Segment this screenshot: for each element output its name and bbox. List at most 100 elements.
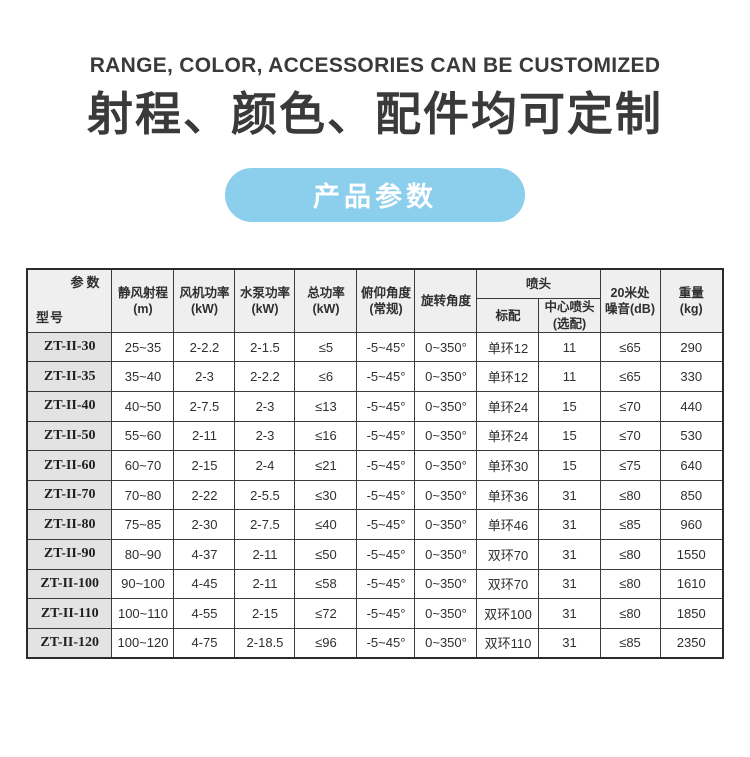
value-cell: 640 bbox=[659, 450, 724, 481]
col-header-total-power: 总功率 (kW) bbox=[294, 268, 358, 333]
value-cell: 0~350° bbox=[414, 598, 478, 629]
value-cell: 双环110 bbox=[476, 627, 540, 659]
value-cell: 2-18.5 bbox=[234, 627, 296, 659]
model-cell: ZT-II-30 bbox=[26, 331, 113, 363]
value-cell: ≤72 bbox=[294, 598, 358, 629]
value-cell: 2-3 bbox=[173, 361, 236, 393]
value-cell: 0~350° bbox=[414, 420, 478, 452]
model-cell: ZT-II-60 bbox=[26, 450, 113, 481]
value-cell: ≤40 bbox=[294, 509, 358, 541]
value-cell: ≤80 bbox=[599, 539, 661, 570]
value-cell: 11 bbox=[538, 361, 601, 393]
table-row: ZT-II-40 40~50 2-7.5 2-3 ≤13 -5~45° 0~350° 单环24… bbox=[26, 391, 724, 422]
value-cell: -5~45° bbox=[356, 539, 416, 570]
value-cell: 0~350° bbox=[414, 509, 478, 541]
value-cell: -5~45° bbox=[356, 509, 416, 541]
value-cell: ≤50 bbox=[294, 539, 358, 570]
value-cell: ≤80 bbox=[599, 568, 661, 600]
value-cell: 100~120 bbox=[111, 627, 175, 659]
value-cell: 31 bbox=[538, 568, 601, 600]
col-header-spray-center: 中心喷头 (选配) bbox=[538, 298, 601, 333]
product-params-badge[interactable]: 产品参数 bbox=[225, 167, 525, 222]
value-cell: 31 bbox=[538, 627, 601, 659]
value-cell: 55~60 bbox=[111, 420, 175, 452]
value-cell: 15 bbox=[538, 450, 601, 481]
col-header-range: 静风射程 (m) bbox=[111, 268, 175, 333]
value-cell: 1550 bbox=[659, 539, 724, 570]
value-cell: 2-15 bbox=[173, 450, 236, 481]
table-row: ZT-II-60 60~70 2-15 2-4 ≤21 -5~45° 0~350° 单环30 1… bbox=[26, 450, 724, 481]
value-cell: 1610 bbox=[659, 568, 724, 600]
value-cell: 0~350° bbox=[414, 391, 478, 422]
value-cell: 25~35 bbox=[111, 331, 175, 363]
value-cell: 440 bbox=[659, 391, 724, 422]
table-row: ZT-II-30 25~35 2-2.2 2-1.5 ≤5 -5~45° 0~350° 单环1… bbox=[26, 331, 724, 363]
value-cell: 90~100 bbox=[111, 568, 175, 600]
col-header-spray-group: 喷头 bbox=[476, 268, 601, 300]
table-row: ZT-II-100 90~100 4-45 2-11 ≤58 -5~45° 0~350° 双环… bbox=[26, 568, 724, 600]
value-cell: ≤85 bbox=[599, 627, 661, 659]
value-cell: ≤30 bbox=[294, 479, 358, 511]
subtitle-english: RANGE, COLOR, ACCESSORIES CAN BE CUSTOMI… bbox=[89, 54, 661, 77]
col-header-spray-standard: 标配 bbox=[476, 298, 540, 333]
value-cell: ≤65 bbox=[599, 331, 661, 363]
col-header-pitch-angle: 俯仰角度 (常规) bbox=[356, 268, 416, 333]
value-cell: ≤96 bbox=[294, 627, 358, 659]
value-cell: 0~350° bbox=[414, 568, 478, 600]
value-cell: ≤80 bbox=[599, 479, 661, 511]
value-cell: 4-75 bbox=[173, 627, 236, 659]
corner-label-params: 参数 bbox=[70, 274, 103, 290]
page: RANGE, COLOR, ACCESSORIES CAN BE CUSTOMI… bbox=[0, 54, 750, 757]
value-cell: ≤5 bbox=[294, 331, 358, 363]
corner-label-model: 型号 bbox=[35, 310, 64, 325]
value-cell: 2-15 bbox=[234, 598, 296, 629]
value-cell: 31 bbox=[538, 598, 601, 629]
col-header-rotation-angle: 旋转角度 bbox=[414, 268, 478, 333]
value-cell: ≤85 bbox=[599, 509, 661, 541]
value-cell: 35~40 bbox=[111, 361, 175, 393]
value-cell: 4-37 bbox=[173, 539, 236, 570]
value-cell: 2-3 bbox=[234, 420, 296, 452]
value-cell: -5~45° bbox=[356, 568, 416, 600]
value-cell: 2-11 bbox=[173, 420, 236, 452]
value-cell: 0~350° bbox=[414, 539, 478, 570]
value-cell: ≤75 bbox=[599, 450, 661, 481]
value-cell: 31 bbox=[538, 539, 601, 570]
value-cell: 0~350° bbox=[414, 331, 478, 363]
value-cell: 双环100 bbox=[476, 598, 540, 629]
value-cell: ≤58 bbox=[294, 568, 358, 600]
value-cell: 100~110 bbox=[111, 598, 175, 629]
table-row: ZT-II-110 100~110 4-55 2-15 ≤72 -5~45° 0~350° 双… bbox=[26, 598, 724, 629]
value-cell: 850 bbox=[659, 479, 724, 511]
col-header-fan-power: 风机功率 (kW) bbox=[173, 268, 236, 333]
value-cell: 2-7.5 bbox=[234, 509, 296, 541]
value-cell: 单环36 bbox=[476, 479, 540, 511]
value-cell: -5~45° bbox=[356, 598, 416, 629]
value-cell: 单环46 bbox=[476, 509, 540, 541]
table-row: ZT-II-50 55~60 2-11 2-3 ≤16 -5~45° 0~350° 单环24 1… bbox=[26, 420, 724, 452]
corner-header-cell: 参数 型号 bbox=[26, 268, 113, 333]
value-cell: 80~90 bbox=[111, 539, 175, 570]
value-cell: -5~45° bbox=[356, 361, 416, 393]
value-cell: 2-1.5 bbox=[234, 331, 296, 363]
value-cell: 4-45 bbox=[173, 568, 236, 600]
model-cell: ZT-II-40 bbox=[26, 391, 113, 422]
value-cell: 2-4 bbox=[234, 450, 296, 481]
table-row: ZT-II-35 35~40 2-3 2-2.2 ≤6 -5~45° 0~350° 单环12 1… bbox=[26, 361, 724, 393]
spec-table: 参数 型号 静风射程 (m) 风机功率 (kW) 水泵功率 (kW) 总功率 bbox=[25, 267, 724, 659]
model-cell: ZT-II-120 bbox=[26, 627, 113, 659]
value-cell: -5~45° bbox=[356, 627, 416, 659]
col-header-pump-power: 水泵功率 (kW) bbox=[234, 268, 296, 333]
value-cell: -5~45° bbox=[356, 450, 416, 481]
model-cell: ZT-II-50 bbox=[26, 420, 113, 452]
model-cell: ZT-II-90 bbox=[26, 539, 113, 570]
value-cell: ≤6 bbox=[294, 361, 358, 393]
value-cell: 2-2.2 bbox=[234, 361, 296, 393]
col-header-noise: 20米处 噪音(dB) bbox=[599, 268, 661, 333]
value-cell: 2-5.5 bbox=[234, 479, 296, 511]
value-cell: 40~50 bbox=[111, 391, 175, 422]
table-row: ZT-II-70 70~80 2-22 2-5.5 ≤30 -5~45° 0~350° 单环3… bbox=[26, 479, 724, 511]
value-cell: 15 bbox=[538, 391, 601, 422]
model-cell: ZT-II-100 bbox=[26, 568, 113, 600]
value-cell: ≤65 bbox=[599, 361, 661, 393]
